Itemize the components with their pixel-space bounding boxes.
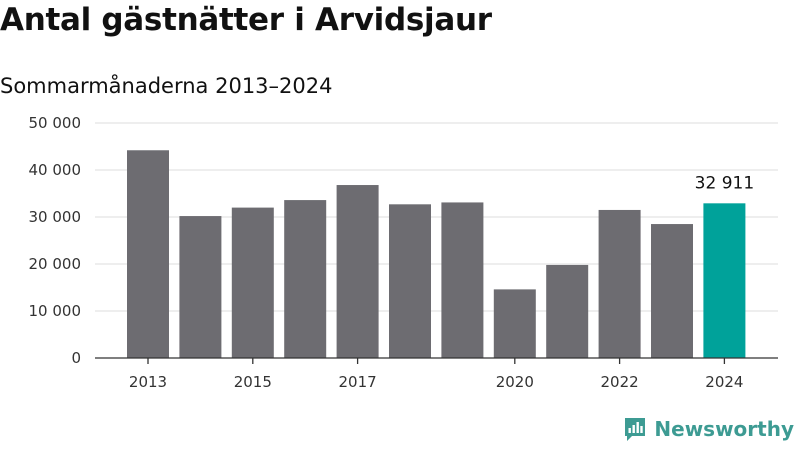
newsworthy-logo: Newsworthy (623, 416, 794, 442)
bar-2024 (703, 203, 746, 358)
highlight-value-label: 32 911 (695, 173, 754, 193)
y-tick-label: 10 000 (29, 302, 82, 320)
bar-2014 (179, 216, 222, 358)
chart-title: Antal gästnätter i Arvidsjaur (0, 2, 492, 38)
chart-subtitle: Sommarmånaderna 2013–2024 (0, 74, 333, 98)
bar-2017 (336, 185, 379, 358)
x-tick-label: 2013 (129, 373, 167, 391)
bar-2022 (598, 209, 641, 358)
bar-2015 (231, 207, 274, 358)
x-axis-tick-labels: 2013 2015 2017 2020 2022 2024 (129, 358, 743, 391)
y-tick-label: 30 000 (29, 208, 82, 226)
bar-2019 (441, 202, 484, 358)
bar-2020 (493, 289, 536, 358)
y-tick-label: 50 000 (29, 114, 82, 132)
x-tick-label: 2022 (601, 373, 639, 391)
y-tick-label: 20 000 (29, 255, 82, 273)
y-tick-label: 0 (71, 349, 81, 367)
x-tick-label: 2024 (705, 373, 743, 391)
y-tick-label: 40 000 (29, 161, 82, 179)
bar-2021 (546, 264, 589, 358)
bar-2023 (651, 224, 693, 358)
brand-name: Newsworthy (654, 417, 794, 441)
bar-2013 (127, 150, 169, 358)
y-gridlines: 0 10 000 20 000 30 000 40 000 50 000 (29, 114, 778, 367)
bar-chart-logo-icon (625, 418, 646, 441)
annotations: 32 911 (695, 173, 754, 193)
x-tick-label: 2015 (234, 373, 272, 391)
bars (95, 150, 778, 359)
bar-2016 (284, 200, 327, 358)
bar-2018 (389, 204, 431, 358)
x-tick-label: 2017 (339, 373, 377, 391)
x-tick-label: 2020 (496, 373, 534, 391)
